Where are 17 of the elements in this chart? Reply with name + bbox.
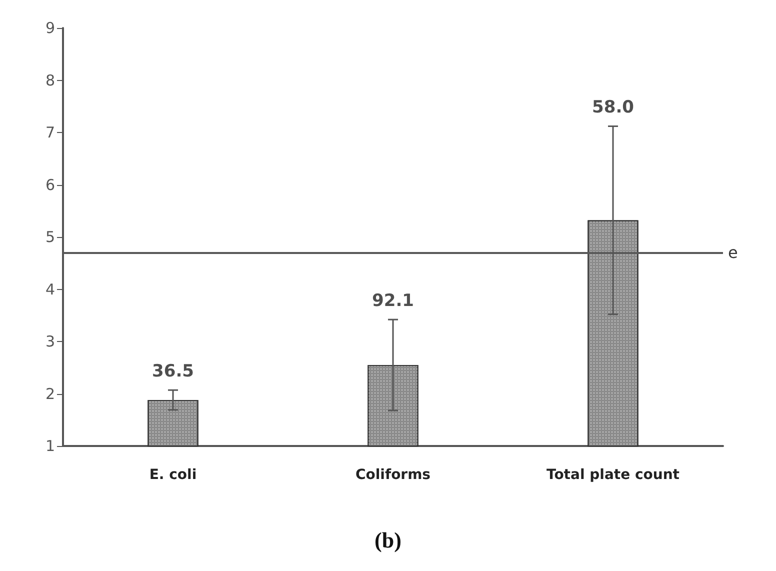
y-tick-label: 2: [45, 384, 55, 403]
y-tick-label: 3: [45, 332, 55, 350]
annotation: 58.0: [592, 98, 634, 118]
y-tick-label: 8: [45, 71, 55, 90]
y-tick-label: 1: [45, 437, 55, 455]
annotation: 92.1: [372, 291, 414, 312]
y-tick-label: 9: [45, 19, 55, 37]
y-tick-label: 4: [45, 280, 55, 298]
x-tick-label: Total plate count: [546, 467, 680, 483]
x-tick-label: E. coli: [149, 467, 197, 483]
ref-line-label: e: [728, 243, 738, 262]
annotation: 36.5: [152, 362, 194, 382]
y-tick-label: 7: [45, 124, 55, 142]
text: (b): [374, 528, 402, 552]
y-tick-label: 5: [45, 228, 55, 246]
x-tick-label: Coliforms: [355, 467, 431, 483]
y-tick-label: 6: [45, 176, 55, 194]
